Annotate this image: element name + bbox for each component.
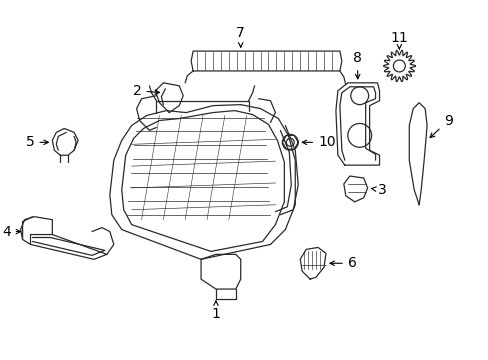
- Text: 6: 6: [329, 256, 356, 270]
- Text: 5: 5: [26, 135, 48, 149]
- Text: 3: 3: [371, 183, 386, 197]
- Text: 7: 7: [236, 26, 244, 47]
- Text: 2: 2: [133, 84, 159, 98]
- Text: 1: 1: [211, 301, 220, 321]
- Text: 4: 4: [2, 225, 20, 239]
- Text: 10: 10: [302, 135, 335, 149]
- Text: 11: 11: [390, 31, 407, 49]
- Text: 9: 9: [429, 113, 452, 138]
- Text: 8: 8: [352, 51, 362, 79]
